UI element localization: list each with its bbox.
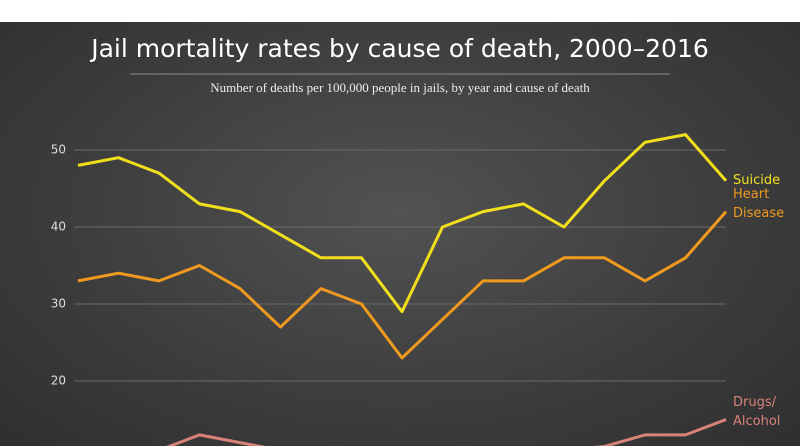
chart-panel [0, 22, 800, 446]
y-tick-label: 50 [51, 143, 66, 157]
chart-title: Jail mortality rates by cause of death, … [89, 34, 709, 63]
series-label: Suicide [733, 172, 781, 188]
series-label: Drugs/ Alcohol [733, 394, 781, 429]
series-label: Heart Disease [733, 186, 785, 221]
series-line [77, 210, 728, 360]
y-tick-label: 40 [51, 220, 66, 234]
series-line [166, 418, 727, 446]
y-tick-label: 30 [51, 297, 66, 311]
chart-subtitle: Number of deaths per 100,000 people in j… [210, 80, 590, 95]
series-line [77, 133, 728, 314]
y-tick-label: 20 [51, 374, 66, 388]
